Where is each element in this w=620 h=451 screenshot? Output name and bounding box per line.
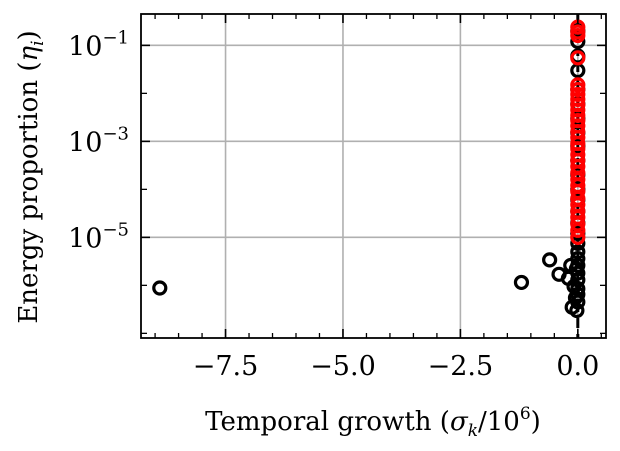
series-0-point-2 — [542, 252, 558, 268]
data-points — [152, 19, 586, 319]
x-tick-label-3: 0.0 — [556, 351, 599, 382]
x-tick-label-0: −7.5 — [193, 351, 259, 382]
series-0-point-15 — [570, 265, 586, 281]
series-0-point-12 — [570, 286, 586, 302]
x-tick-label-2: −2.5 — [428, 351, 494, 382]
series-1-point-5 — [570, 81, 586, 98]
axes — [140, 13, 607, 339]
plot-frame — [140, 13, 607, 339]
series-1-point-2 — [570, 27, 586, 44]
x-tick-label-1: −5.0 — [310, 351, 376, 382]
series-0-point-0 — [152, 280, 168, 296]
series-0-point-17 — [570, 251, 586, 267]
series-0-point-13 — [570, 281, 586, 297]
series-1-point-30 — [570, 229, 586, 245]
y-tick-label-2: 10−5 — [68, 219, 129, 254]
y-axis-label: Energy proportion (ηi) — [14, 30, 48, 323]
series-0-point-1 — [513, 274, 530, 291]
series-1-point-6 — [570, 86, 586, 103]
series-1-point-3 — [570, 50, 586, 66]
ticks — [141, 14, 606, 338]
y-tick-label-0: 10−1 — [68, 27, 129, 62]
series-0-point-16 — [570, 257, 586, 274]
tick-labels: −7.5 −5.0 −2.5 0.0 10−1 10−3 10−5 — [68, 27, 599, 382]
series-1-point-29 — [570, 222, 586, 238]
series-0-point-10 — [569, 302, 585, 319]
y-tick-label-1: 10−3 — [68, 123, 129, 158]
series-0-point-18 — [570, 244, 586, 260]
series-0-point-14 — [570, 272, 586, 288]
x-axis-label: Temporal growth (σk/106) — [205, 404, 541, 441]
